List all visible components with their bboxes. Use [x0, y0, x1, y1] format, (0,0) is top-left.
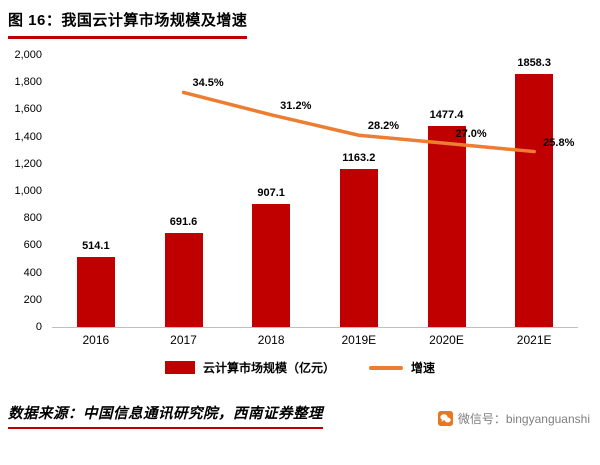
- growth-line: [181, 90, 536, 154]
- y-tick-label: 800: [23, 212, 42, 225]
- y-tick-label: 1,800: [14, 76, 42, 89]
- bar-2018: [252, 203, 291, 327]
- bar-value-label: 907.1: [257, 186, 285, 199]
- y-tick-label: 200: [23, 293, 42, 306]
- chart: 2,000 1,800 1,600 1,400 1,200 1,000 800 600 400 2…: [0, 43, 600, 347]
- legend-item-market-size: 云计算市场规模（亿元）: [164, 359, 335, 376]
- chart-legend: 云计算市场规模（亿元） 增速: [0, 359, 600, 376]
- x-label-2018: 2018: [257, 333, 285, 347]
- y-tick-label: 0: [35, 321, 42, 333]
- x-label-2019E: 2019E: [341, 333, 377, 347]
- figure-title-block: 图 16：我国云计算市场规模及增速: [8, 9, 590, 39]
- y-tick-label: 1,000: [14, 185, 42, 197]
- x-label-2017: 2017: [170, 333, 197, 347]
- wechat-badge: 微信号：bingyanguanshi: [437, 410, 590, 429]
- growth-value-label: 31.2%: [280, 99, 312, 112]
- plot-area: 514.1 691.6 907.1 1163.2 1477.4 1858.3 34.5% 31…: [52, 55, 578, 328]
- bar-value-label: 514.1: [82, 240, 110, 253]
- bar-value-label: 691.6: [169, 215, 198, 228]
- wechat-id-text: 微信号：bingyanguanshi: [457, 412, 590, 426]
- data-source-note: 数据来源：中国信息通讯研究院，西南证券整理: [8, 402, 323, 429]
- y-tick-label: 400: [23, 266, 42, 279]
- line-swatch-icon: [369, 365, 403, 370]
- x-axis: 2016 2017 2018 2019E 2020E 2021E: [52, 333, 578, 353]
- y-tick-label: 1,400: [14, 130, 42, 143]
- y-tick-label: 1,200: [14, 157, 42, 170]
- bar-2017: [164, 232, 203, 327]
- y-axis: 2,000 1,800 1,600 1,400 1,200 1,000 800 600 400 2…: [0, 49, 46, 333]
- growth-line-path: [181, 90, 536, 154]
- footer: 数据来源：中国信息通讯研究院，西南证券整理 微信号：bingyanguanshi: [8, 402, 590, 429]
- legend-item-growth: 增速: [369, 359, 435, 376]
- legend-line-label: 增速: [411, 361, 436, 375]
- bar-swatch-icon: [164, 361, 195, 374]
- growth-value-label: 27.0%: [455, 128, 487, 141]
- bar-2020E: [427, 126, 466, 327]
- growth-value-label: 34.5%: [192, 77, 224, 90]
- x-label-2021E: 2021E: [516, 333, 552, 347]
- bar-2021E: [515, 74, 554, 327]
- bar-value-label: 1858.3: [517, 57, 551, 70]
- x-label-2016: 2016: [82, 333, 110, 347]
- growth-value-label: 28.2%: [367, 120, 400, 133]
- legend-bar-label: 云计算市场规模（亿元）: [202, 361, 335, 375]
- bar-value-label: 1477.4: [429, 109, 464, 122]
- bar-2019E: [339, 168, 378, 327]
- bar-value-label: 1163.2: [342, 151, 376, 164]
- bar-2016: [76, 257, 115, 327]
- y-tick-label: 2,000: [14, 49, 42, 61]
- growth-value-label: 25.8%: [543, 136, 575, 149]
- y-tick-label: 600: [23, 239, 42, 252]
- wechat-icon: [437, 411, 453, 426]
- x-label-2020E: 2020E: [429, 333, 464, 347]
- figure-title: 图 16：我国云计算市场规模及增速: [8, 9, 248, 39]
- y-tick-label: 1,600: [14, 103, 42, 116]
